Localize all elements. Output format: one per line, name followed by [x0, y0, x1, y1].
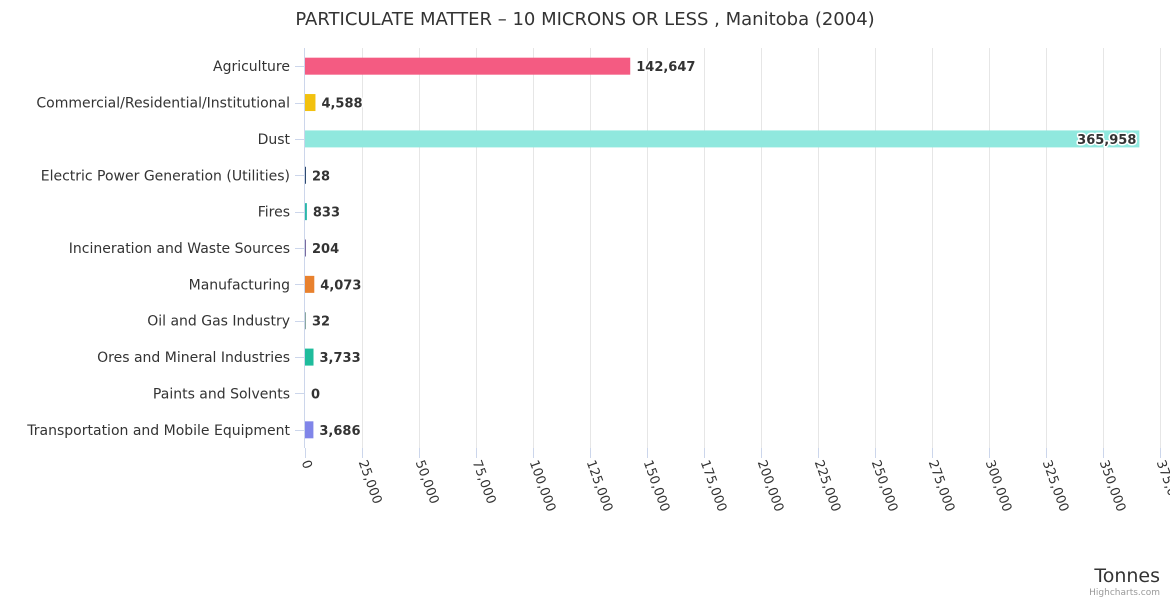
tick-label: 375,000 — [1153, 458, 1170, 514]
tick-label: 150,000 — [640, 458, 672, 514]
category-label: Paints and Solvents — [153, 386, 290, 402]
category-label: Incineration and Waste Sources — [69, 241, 290, 257]
tick-label: 250,000 — [868, 458, 900, 514]
bar[interactable] — [305, 421, 314, 439]
category-label: Agriculture — [213, 59, 290, 75]
tick-label: 200,000 — [754, 458, 786, 514]
bar[interactable] — [305, 239, 306, 257]
data-label: 142,647 — [636, 60, 695, 75]
data-label: 3,733 — [320, 351, 361, 366]
category-label: Oil and Gas Industry — [147, 314, 290, 330]
bar[interactable] — [305, 166, 306, 184]
category-label: Ores and Mineral Industries — [97, 350, 290, 366]
tick-label: 225,000 — [811, 458, 843, 514]
category-label: Fires — [258, 205, 290, 221]
category-label: Transportation and Mobile Equipment — [26, 423, 290, 439]
data-label: 4,073 — [320, 278, 361, 293]
category-axis: Agriculture Commercial/Residential/Instit… — [26, 48, 305, 448]
tick-label: 100,000 — [526, 458, 558, 514]
bar[interactable] — [305, 312, 306, 330]
bars — [305, 57, 1140, 439]
category-label: Electric Power Generation (Utilities) — [41, 168, 290, 184]
grid-lines — [305, 48, 1161, 458]
data-label: 204 — [312, 242, 339, 257]
data-label: 3,686 — [319, 424, 360, 439]
bar[interactable] — [305, 203, 307, 221]
tick-label: 25,000 — [355, 458, 385, 506]
data-label: 0 — [311, 387, 320, 402]
category-label: Manufacturing — [189, 277, 290, 293]
tick-label: 0 — [298, 458, 315, 471]
bar[interactable] — [305, 348, 314, 366]
data-label: 4,588 — [321, 97, 362, 112]
chart-title: PARTICULATE MATTER – 10 MICRONS OR LESS … — [295, 9, 874, 30]
tick-label: 325,000 — [1039, 458, 1071, 514]
tick-label: 125,000 — [583, 458, 615, 514]
tick-label: 175,000 — [697, 458, 729, 514]
bar[interactable] — [305, 57, 631, 75]
bar[interactable] — [305, 275, 315, 293]
data-label: 28 — [312, 169, 330, 184]
tick-label: 75,000 — [469, 458, 499, 506]
category-label: Dust — [258, 132, 291, 148]
value-axis-ticks: 0 25,000 50,000 75,000 100,000 125,000 150,000… — [298, 458, 1170, 514]
tick-label: 275,000 — [925, 458, 957, 514]
tick-label: 350,000 — [1096, 458, 1128, 514]
data-label: 833 — [313, 206, 340, 221]
credits-link[interactable]: Highcharts.com — [1089, 588, 1160, 598]
data-labels: 142,647 4,588 365,958 28 833 204 4,073 32 3,733 0… — [310, 59, 1138, 441]
value-axis-title: Tonnes — [1093, 565, 1160, 587]
bar[interactable] — [305, 130, 1140, 148]
data-label: 32 — [312, 315, 330, 330]
tick-label: 300,000 — [982, 458, 1014, 514]
tick-label: 50,000 — [412, 458, 442, 506]
bar[interactable] — [305, 94, 316, 112]
data-label: 365,958 — [1077, 133, 1136, 148]
category-label: Commercial/Residential/Institutional — [36, 96, 290, 112]
